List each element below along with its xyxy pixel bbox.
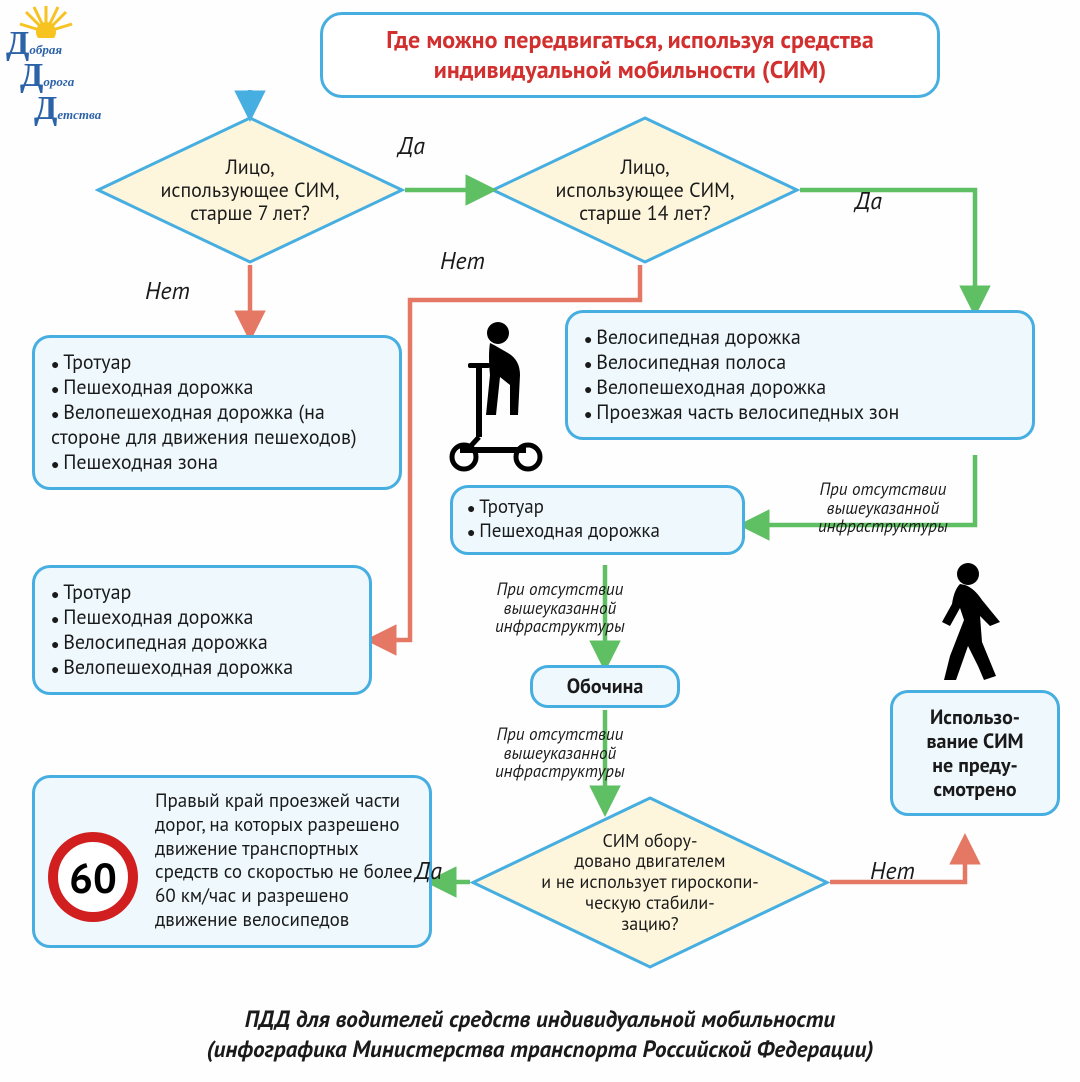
label-no-d1: Нет bbox=[145, 275, 190, 306]
box-under-7-list: ТротуарПешеходная дорожкаВелопешеходная … bbox=[51, 350, 383, 475]
box-over-14-list: Велосипедная дорожкаВелосипедная полосаВ… bbox=[584, 325, 1016, 425]
decision-age-14-text: Лицо, использующее СИМ, старше 14 лет? bbox=[556, 156, 735, 225]
list-item: Пешеходная дорожка bbox=[51, 605, 353, 630]
list-item: Велопешеходная дорожка bbox=[51, 655, 353, 680]
box-over-14: Велосипедная дорожкаВелосипедная полосаВ… bbox=[565, 310, 1035, 440]
pedestrian-icon bbox=[910, 560, 1020, 685]
label-yes-d2: Да bbox=[855, 185, 882, 216]
label-yes-d1: Да bbox=[398, 130, 425, 161]
note-absence-1: При отсутствии вышеуказанной инфраструкт… bbox=[818, 480, 948, 536]
list-item: Проезжая часть велосипедных зон bbox=[584, 400, 1016, 425]
logo: Добрая Дорога Детства bbox=[6, 6, 121, 103]
logo-d3: Д bbox=[34, 93, 57, 125]
box-not-allowed: Использо- вание СИМ не преду- смотрено bbox=[890, 690, 1060, 816]
list-item: Пешеходная дорожка bbox=[467, 520, 728, 544]
footer: ПДД для водителей средств индивидуальной… bbox=[0, 1005, 1080, 1065]
decision-motor-text: СИМ обору- довано двигателем и не исполь… bbox=[541, 831, 759, 934]
title-box: Где можно передвигаться, используя средс… bbox=[320, 12, 940, 98]
box-shoulder-text: Обочина bbox=[567, 673, 644, 699]
list-item: Пешеходная дорожка bbox=[51, 375, 383, 400]
box-not-allowed-text: Использо- вание СИМ не преду- смотрено bbox=[926, 704, 1023, 802]
box-shoulder: Обочина bbox=[530, 665, 680, 708]
label-yes-d3: Да bbox=[415, 855, 442, 886]
note-absence-2: При отсутствии вышеуказанной инфраструкт… bbox=[495, 580, 625, 636]
decision-age-14: Лицо, использующее СИМ, старше 14 лет? bbox=[490, 115, 800, 265]
box-under-7: ТротуарПешеходная дорожкаВелопешеходная … bbox=[32, 335, 402, 490]
box-sidewalk-list: ТротуарПешеходная дорожка bbox=[467, 496, 728, 544]
speed-sign-value: 60 bbox=[69, 850, 117, 905]
scooter-icon bbox=[438, 315, 548, 475]
decision-age-7-text: Лицо, использующее СИМ, старше 7 лет? bbox=[161, 156, 340, 225]
box-sidewalk: ТротуарПешеходная дорожка bbox=[450, 485, 745, 555]
decision-age-7: Лицо, использующее СИМ, старше 7 лет? bbox=[95, 115, 405, 265]
logo-d2: Д bbox=[20, 60, 43, 92]
logo-t1: обрая bbox=[29, 42, 62, 57]
list-item: Велопешеходная дорожка bbox=[584, 375, 1016, 400]
box-7-14: ТротуарПешеходная дорожкаВелосипедная до… bbox=[32, 565, 372, 695]
list-item: Тротуар bbox=[51, 580, 353, 605]
footer-text: ПДД для водителей средств индивидуальной… bbox=[206, 1005, 873, 1064]
logo-t2: орога bbox=[43, 74, 74, 89]
list-item: Велосипедная дорожка bbox=[51, 630, 353, 655]
decision-motor: СИМ обору- довано двигателем и не исполь… bbox=[470, 795, 830, 970]
title-text: Где можно передвигаться, используя средс… bbox=[349, 25, 911, 85]
label-no-d2: Нет bbox=[440, 245, 485, 276]
list-item: Велосипедная полоса bbox=[584, 350, 1016, 375]
logo-d1: Д bbox=[6, 28, 29, 60]
box-7-14-list: ТротуарПешеходная дорожкаВелосипедная до… bbox=[51, 580, 353, 680]
list-item: Велопешеходная дорожка (на стороне для д… bbox=[51, 400, 383, 450]
speed-sign-60: 60 bbox=[48, 832, 138, 922]
list-item: Велосипедная дорожка bbox=[584, 325, 1016, 350]
list-item: Пешеходная зона bbox=[51, 450, 383, 475]
box-road-60-text: Правый край проезжей части дорог, на кот… bbox=[155, 789, 413, 932]
label-no-d3: Нет bbox=[870, 855, 915, 886]
list-item: Тротуар bbox=[467, 496, 728, 520]
list-item: Тротуар bbox=[51, 350, 383, 375]
note-absence-3: При отсутствии вышеуказанной инфраструкт… bbox=[495, 725, 625, 781]
